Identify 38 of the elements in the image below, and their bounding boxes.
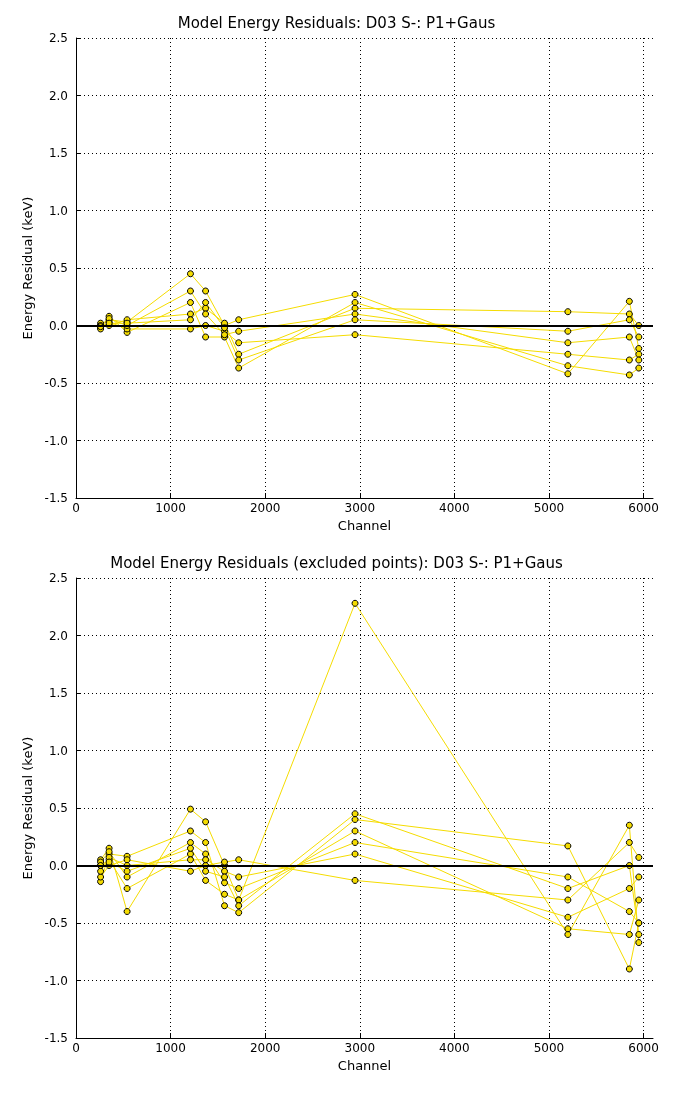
y-tick-label: -0.5 [44, 916, 68, 930]
x-tick-label: 2000 [249, 1041, 281, 1055]
x-tick-label: 3000 [344, 501, 376, 515]
x-tick-label: 1000 [155, 1041, 186, 1055]
y-axis-title: Energy Residual (keV) [19, 196, 35, 340]
x-tick-label: 2000 [249, 501, 281, 515]
y-tick-label: 2.0 [48, 88, 68, 103]
y-tick-label: 2.0 [48, 628, 68, 643]
x-tick-label: 4000 [439, 501, 470, 515]
y-tick-label: -0.5 [44, 376, 68, 390]
y-tick-label: 1.5 [48, 146, 68, 160]
y-tick-label: 1.5 [48, 686, 68, 700]
x-tick-label: 0 [72, 1041, 80, 1055]
x-tick-label: 1000 [155, 501, 186, 515]
y-tick-label: -1.5 [44, 491, 68, 505]
y-tick-label: 1.0 [48, 743, 68, 758]
y-tick-label: 0.0 [48, 858, 68, 873]
y-tick-label: 0.0 [48, 318, 68, 333]
y-tick-label: 2.5 [48, 571, 68, 585]
x-tick-label: 5000 [533, 501, 565, 515]
x-axis-title: Channel [337, 517, 392, 533]
x-tick-label: 3000 [344, 1041, 376, 1055]
y-tick-label: -1.0 [44, 433, 68, 448]
x-axis-title: Channel [337, 1057, 392, 1073]
chart-title: Model Energy Residuals (excluded points): D03 S-: P1+Gaus [110, 553, 563, 572]
y-axis-title: Energy Residual (keV) [19, 736, 35, 880]
y-tick-label: 0.5 [48, 261, 68, 275]
y-tick-label: 0.5 [48, 801, 68, 815]
x-tick-label: 6000 [628, 1041, 659, 1055]
x-tick-label: 4000 [439, 1041, 470, 1055]
x-tick-label: 0 [72, 501, 80, 515]
y-tick-label: -1.0 [44, 973, 68, 988]
chart-title: Model Energy Residuals: D03 S-: P1+Gaus [177, 13, 496, 32]
y-tick-label: 1.0 [48, 203, 68, 218]
x-tick-label: 5000 [533, 1041, 565, 1055]
y-tick-label: -1.5 [44, 1031, 68, 1045]
x-tick-label: 6000 [628, 501, 659, 515]
y-tick-label: 2.5 [48, 31, 68, 45]
